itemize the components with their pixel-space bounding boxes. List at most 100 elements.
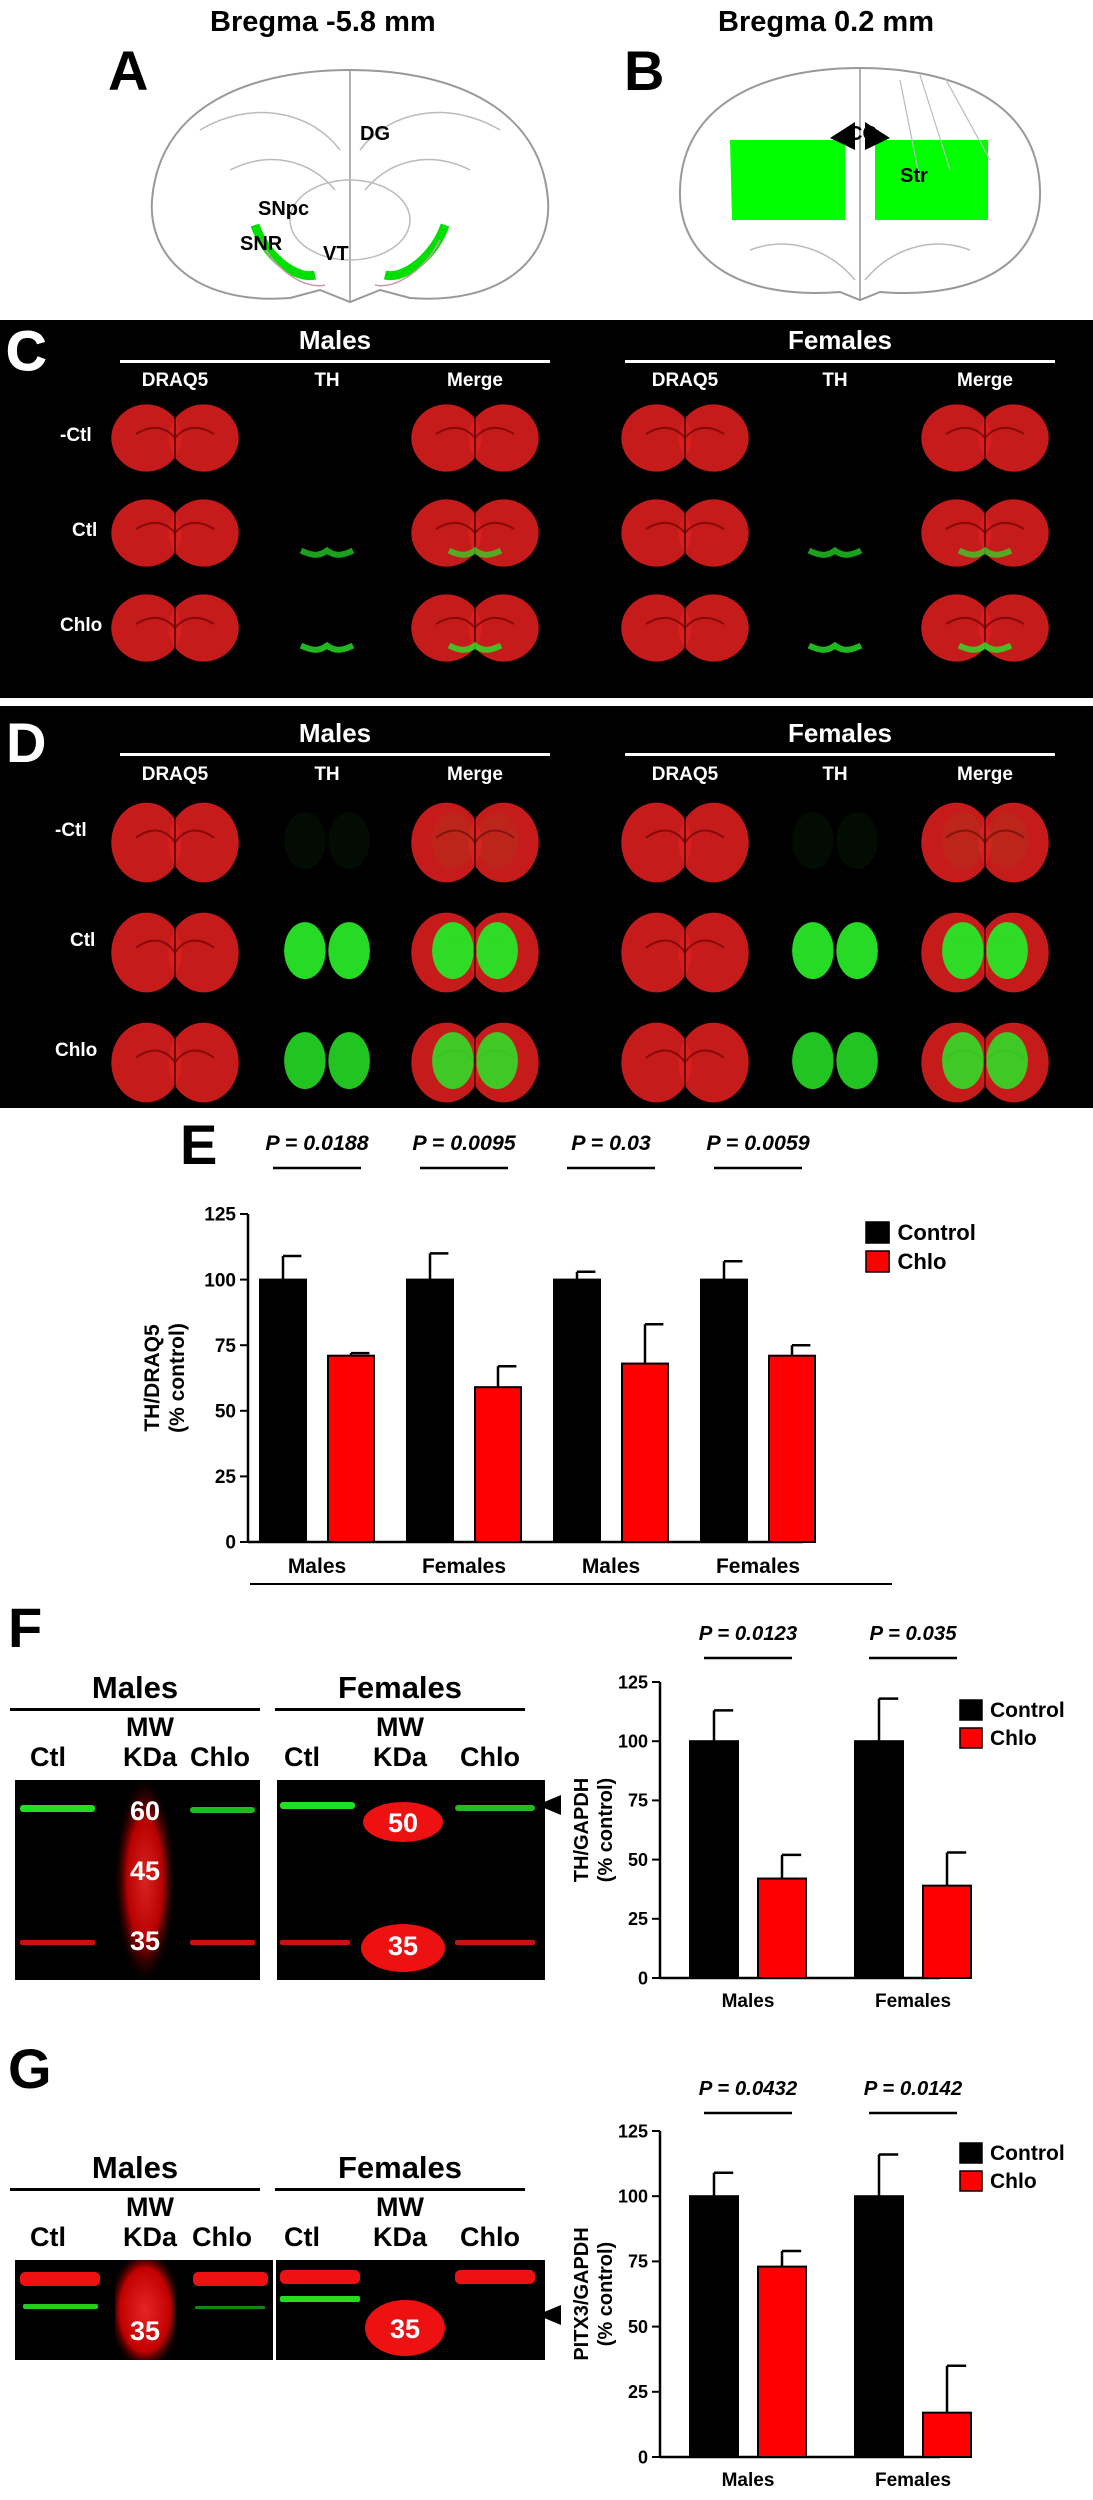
- coronal-atlas-a: DG SNpc SNR VT: [150, 68, 550, 304]
- panel-d-col-th-m: TH: [314, 764, 340, 785]
- panel-d-col-merge-m: Merge: [447, 764, 503, 785]
- category-label: Males: [722, 2470, 775, 2491]
- y-tick-label: 125: [618, 2121, 648, 2141]
- blot-g-title-females: Females: [337, 2150, 463, 2185]
- panel-letter-e: E: [180, 1113, 218, 1176]
- bar: [406, 1278, 454, 1543]
- panel-c-group-males: Males: [298, 325, 372, 355]
- p-value-label: P = 0.0142: [864, 2078, 963, 2100]
- brain-section-image: [111, 912, 239, 993]
- brain-section-image: [921, 404, 1049, 472]
- y-tick-label: 0: [638, 1968, 648, 1988]
- panel-d-col-draq5-m: DRAQ5: [141, 764, 209, 785]
- blot-g-title-males: Males: [91, 2150, 179, 2185]
- blot-g-col-chlo-f: Chlo: [460, 2222, 520, 2252]
- bar: [922, 2411, 972, 2458]
- brain-section-image: [111, 1022, 239, 1103]
- brain-section-image: [299, 596, 355, 660]
- label-dg: DG: [360, 123, 390, 145]
- p-value-label: P = 0.035: [869, 1623, 957, 1645]
- bar: [922, 1884, 972, 1980]
- y-tick-label: 75: [628, 2252, 648, 2272]
- blot-g-col-ctl-m: Ctl: [30, 2222, 66, 2252]
- panel-letter-b: B: [624, 39, 665, 102]
- y-tick-label: 100: [618, 2187, 648, 2207]
- bar: [327, 1354, 375, 1543]
- brain-section-image: [921, 594, 1049, 662]
- brain-section-image: [111, 802, 239, 883]
- category-label: Males: [582, 1555, 640, 1578]
- panel-d-males-rule: [120, 753, 550, 756]
- blot-f-col-chlo-m: Chlo: [190, 1742, 250, 1772]
- panel-letter-a: A: [108, 39, 149, 102]
- bar: [474, 1386, 522, 1543]
- y-tick-label: 25: [215, 1467, 237, 1488]
- brain-section-image: [621, 802, 749, 883]
- panel-letter-d: D: [6, 711, 47, 774]
- panel-c-row-negctl: -Ctl: [60, 425, 92, 446]
- blot-g-females-rule: [275, 2188, 525, 2191]
- y-tick-label: 125: [204, 1205, 236, 1226]
- brain-section-image: [621, 912, 749, 993]
- category-label: Females: [716, 1555, 800, 1578]
- p-value-label: P = 0.03: [571, 1131, 651, 1155]
- chart-e: 0 25 50 75 100 125 TH/DRAQ5 (% control) P = 0.01…: [141, 1131, 976, 1585]
- panel-c-group-females: Females: [787, 325, 893, 355]
- brain-section-image: [921, 1022, 1049, 1103]
- legend-label: Control: [990, 2142, 1065, 2165]
- label-cc: CC: [848, 123, 877, 145]
- brain-section-image: [921, 499, 1049, 567]
- panel-c-row-ctl: Ctl: [72, 520, 98, 541]
- blot-f-females-rule: [275, 1708, 525, 1711]
- chart-g: 0 25 50 75 100 125 PITX3/GAPDH (% control) P = 0…: [571, 2078, 1065, 2491]
- y-tick-label: 50: [628, 2317, 648, 2337]
- brain-section-image: [621, 594, 749, 662]
- blot-g-col-mw-f: MW KDa: [372, 2192, 427, 2252]
- y-tick-label: 0: [225, 1533, 236, 1554]
- legend-swatch: [959, 2142, 983, 2164]
- blot-g-arrowhead: [537, 2305, 561, 2325]
- blot-f-title-males: Males: [91, 1670, 179, 1705]
- label-snr: SNR: [240, 233, 283, 255]
- blot-f-image: 60 45 35 50 35: [15, 1780, 545, 1980]
- panel-letter-f: F: [8, 1596, 43, 1659]
- brain-section-image: [411, 594, 539, 662]
- snpc-left-highlight: [250, 223, 317, 281]
- category-label: Females: [875, 2470, 951, 2491]
- panel-d-col-merge-f: Merge: [957, 764, 1013, 785]
- category-label: Females: [875, 1991, 951, 2012]
- bar: [757, 2265, 807, 2458]
- panel-c-col-draq5-f: DRAQ5: [651, 370, 719, 391]
- panel-c-row-chlo: Chlo: [60, 615, 103, 636]
- y-tick-label: 0: [638, 2447, 648, 2467]
- panel-c-col-merge-f: Merge: [957, 370, 1013, 391]
- panel-letter-c: C: [5, 319, 47, 383]
- brain-section-image: [411, 912, 539, 993]
- p-value-label: P = 0.0432: [699, 2078, 798, 2100]
- y-tick-label: 25: [628, 2382, 648, 2402]
- y-axis-label: TH/DRAQ5 (% control): [141, 1323, 189, 1433]
- y-tick-label: 100: [204, 1270, 236, 1291]
- bar: [854, 1740, 904, 1979]
- panel-d-row-chlo: Chlo: [55, 1040, 98, 1061]
- y-tick-label: 50: [215, 1401, 236, 1422]
- panel-c-col-th-f: TH: [822, 370, 848, 391]
- y-tick-label: 75: [215, 1336, 237, 1357]
- bar: [621, 1362, 669, 1543]
- category-label: Males: [288, 1555, 346, 1578]
- legend-swatch: [865, 1250, 890, 1273]
- brain-section-image: [299, 501, 355, 565]
- bar: [768, 1354, 816, 1543]
- legend-label: Chlo: [990, 2170, 1037, 2193]
- y-tick-label: 75: [628, 1791, 648, 1811]
- blot-f-title-females: Females: [337, 1670, 463, 1705]
- mw-g-f-35: 35: [390, 2314, 420, 2344]
- brain-section-image: [411, 1022, 539, 1103]
- striatum-left-highlight: [730, 140, 845, 220]
- blot-f-col-ctl-m: Ctl: [30, 1742, 66, 1772]
- brain-section-image: [621, 1022, 749, 1103]
- blot-g-col-ctl-f: Ctl: [284, 2222, 320, 2252]
- p-value-label: P = 0.0095: [412, 1131, 516, 1155]
- mw-f-m-45: 45: [130, 1856, 160, 1886]
- brain-section-image: [921, 912, 1049, 993]
